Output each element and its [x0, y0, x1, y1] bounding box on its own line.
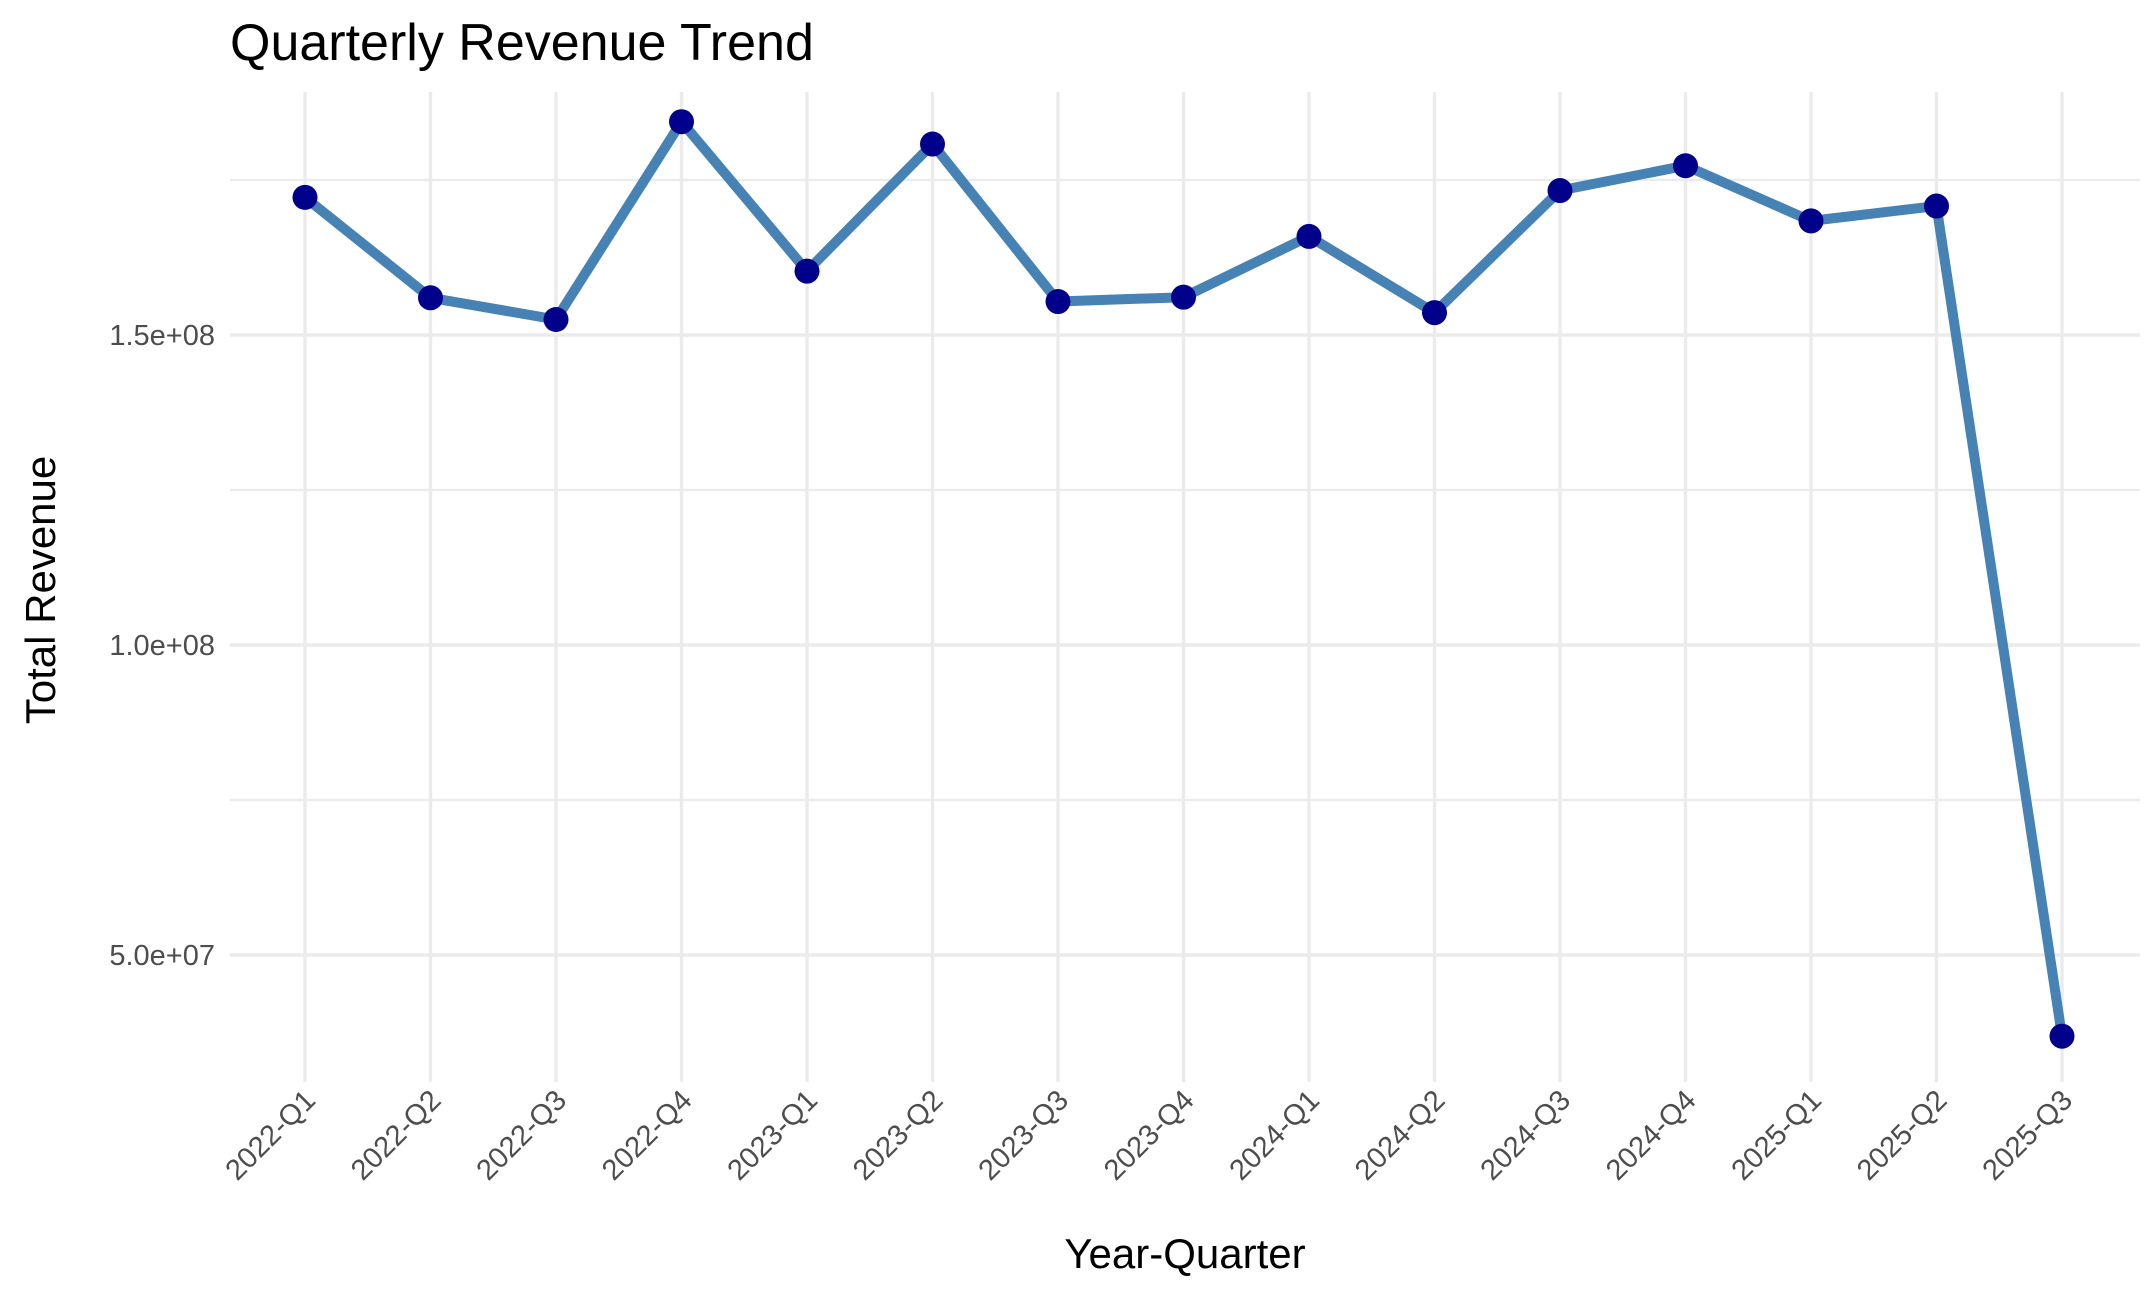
- grid-lines: [230, 92, 2140, 1082]
- x-tick-label: 2024-Q1: [1224, 1084, 1326, 1186]
- x-tick-label: 2022-Q2: [345, 1084, 447, 1186]
- y-tick-label: 5.0e+07: [109, 940, 215, 972]
- y-tick-label: 1.0e+08: [109, 630, 215, 662]
- x-tick-label: 2025-Q3: [1977, 1084, 2079, 1186]
- x-tick-label: 2024-Q4: [1600, 1084, 1702, 1186]
- chart-title: Quarterly Revenue Trend: [230, 14, 814, 72]
- data-point: [543, 307, 569, 332]
- data-point: [292, 184, 318, 210]
- data-point: [1924, 193, 1949, 219]
- x-tick-label: 2022-Q4: [596, 1084, 698, 1186]
- x-tick-label: 2022-Q1: [220, 1084, 322, 1186]
- x-tick-label: 2023-Q2: [847, 1084, 949, 1186]
- x-tick-label: 2024-Q2: [1349, 1084, 1451, 1186]
- data-point: [1296, 223, 1322, 249]
- data-point: [669, 109, 694, 135]
- x-tick-label: 2024-Q3: [1475, 1084, 1577, 1186]
- data-point: [1547, 178, 1573, 204]
- data-points-group: [292, 109, 2075, 1049]
- data-point: [2049, 1023, 2075, 1049]
- data-point: [794, 258, 820, 284]
- y-tick-label: 1.5e+08: [109, 320, 215, 352]
- x-tick-label: 2025-Q2: [1851, 1084, 1953, 1186]
- data-point: [1798, 208, 1824, 234]
- data-point: [920, 131, 945, 157]
- data-point: [1171, 284, 1196, 310]
- y-axis-title: Total Revenue: [17, 456, 64, 725]
- x-tick-label: 2025-Q1: [1726, 1084, 1828, 1186]
- data-point: [1045, 289, 1071, 315]
- x-tick-label: 2023-Q1: [722, 1084, 824, 1186]
- x-tick-label: 2023-Q3: [973, 1084, 1075, 1186]
- x-axis-tick-labels: 2022-Q1 2022-Q2 2022-Q3 2022-Q4 2023-Q1 2023-…: [220, 1084, 2079, 1186]
- y-axis-tick-labels: 5.0e+07 1.0e+08 1.5e+08: [109, 320, 215, 972]
- x-tick-label: 2022-Q3: [471, 1084, 573, 1186]
- x-tick-label: 2023-Q4: [1098, 1084, 1200, 1186]
- data-point: [1422, 300, 1447, 326]
- data-point: [1673, 153, 1698, 179]
- x-axis-title: Year-Quarter: [1064, 1230, 1305, 1277]
- data-point: [418, 285, 443, 311]
